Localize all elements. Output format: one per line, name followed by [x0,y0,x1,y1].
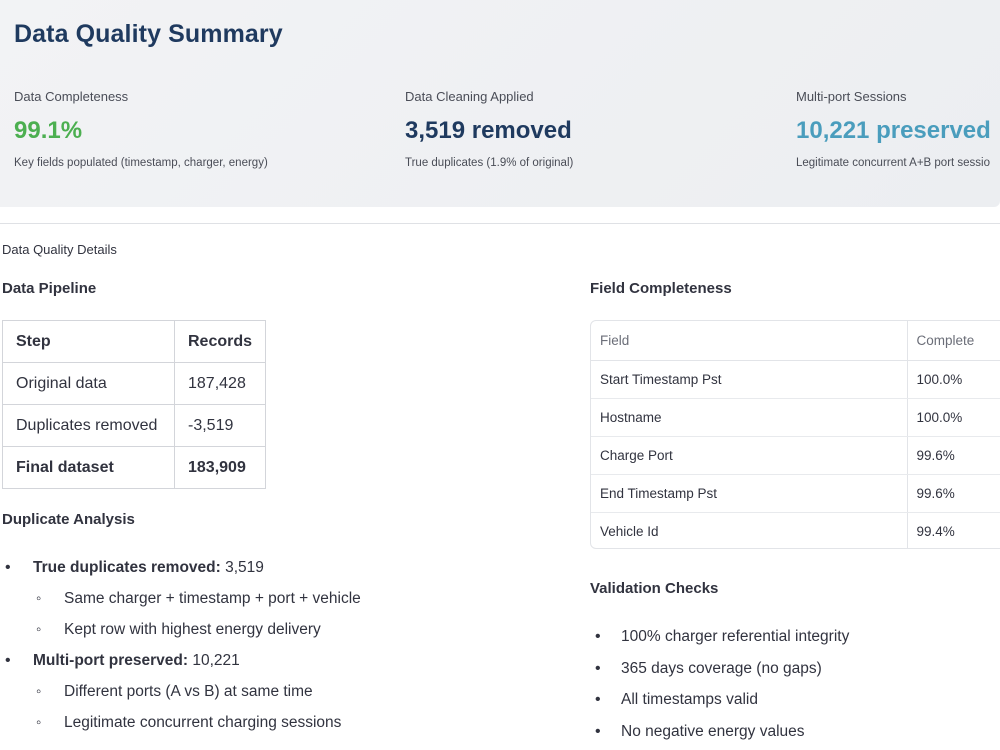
list-item: True duplicates removed: 3,519 [0,556,361,587]
field-completeness-table: Field Complete Start Timestamp Pst 100.0… [591,321,1000,548]
details-expander-label[interactable]: Data Quality Details [2,242,117,257]
table-cell: 183,909 [173,446,267,489]
column-header[interactable]: Complete [907,321,1000,361]
column-header: Step [2,320,175,363]
list-item-label: True duplicates removed: [33,559,221,576]
sub-list-item: Legitimate concurrent charging sessions [0,711,361,742]
metric-note: True duplicates (1.9% of original) [405,157,574,169]
metric-note: Key fields populated (timestamp, charger… [14,157,268,169]
metric-value: 10,221 preserved [796,117,991,144]
table-cell: Original data [2,362,175,405]
data-pipeline-heading: Data Pipeline [2,280,97,297]
data-pipeline-table: Step Records Original data 187,428 Dupli… [2,320,267,489]
table-cell[interactable]: 99.6% [907,474,1000,513]
metric-data-cleaning: Data Cleaning Applied 3,519 removed True… [405,89,573,169]
column-header: Records [173,320,267,363]
duplicate-analysis-heading: Duplicate Analysis [2,511,135,528]
data-quality-summary-panel: Data Quality Summary Data Completeness 9… [0,0,1000,207]
sub-list-item: Kept row with highest energy delivery [0,618,361,649]
list-item: All timestamps valid [590,688,849,720]
duplicate-analysis-list: True duplicates removed: 3,519 Same char… [0,556,361,742]
table-row: Hostname 100.0% [591,398,1000,437]
table-cell[interactable]: 99.4% [916,523,955,539]
list-item: 100% charger referential integrity [590,625,849,657]
table-cell[interactable]: Charge Port [591,436,908,475]
validation-checks-heading: Validation Checks [590,580,719,597]
table-cell[interactable]: Start Timestamp Pst [591,360,908,399]
table-cell: Duplicates removed [2,404,175,447]
section-divider [0,223,1000,224]
metric-label: Multi-port Sessions [796,89,907,104]
metric-note: Legitimate concurrent A+B port sessio [796,157,991,169]
list-item-label: Multi-port preserved: [33,652,189,669]
metric-data-completeness: Data Completeness 99.1% Key fields popul… [14,89,268,169]
table-row: Charge Port 99.6% [591,436,1000,475]
list-item: No negative energy values [590,720,849,750]
table-cell: -3,519 [173,404,267,447]
table-row: Vehicle Id 99.4% [591,512,1000,548]
table-cell[interactable]: 100.0% [907,398,1000,437]
table-cell: Final dataset [2,446,175,489]
list-item: 365 days coverage (no gaps) [590,657,849,689]
list-item-value: 10,221 [188,652,240,669]
table-cell[interactable]: Hostname [591,398,908,437]
table-cell[interactable]: Vehicle Id [591,512,908,548]
metric-value: 3,519 removed [405,117,572,144]
validation-checks-list: 100% charger referential integrity 365 d… [590,625,849,750]
table-header-row: Field Complete [591,321,1000,361]
table-row: Original data 187,428 [2,362,267,405]
table-cell: 187,428 [173,362,267,405]
sub-list-item: Different ports (A vs B) at same time [0,680,361,711]
table-cell[interactable]: 100.0% [907,360,1000,399]
metric-label: Data Cleaning Applied [405,89,534,104]
metric-value: 99.1% [14,117,83,144]
metric-multiport-sessions: Multi-port Sessions 10,221 preserved Leg… [796,89,991,169]
sub-list-item: Same charger + timestamp + port + vehicl… [0,587,361,618]
field-completeness-heading: Field Completeness [590,280,732,297]
table-header-row: Step Records [2,320,267,363]
table-cell[interactable]: 99.6% [907,436,1000,475]
table-row: Start Timestamp Pst 100.0% [591,360,1000,399]
table-cell[interactable]: End Timestamp Pst [591,474,908,513]
summary-title: Data Quality Summary [14,20,283,48]
metric-label: Data Completeness [14,89,129,104]
table-row: Final dataset 183,909 [2,446,267,489]
table-row: Duplicates removed -3,519 [2,404,267,447]
list-item: Multi-port preserved: 10,221 [0,649,361,680]
table-row: End Timestamp Pst 99.6% [591,474,1000,513]
field-completeness-dataframe[interactable]: Field Complete Start Timestamp Pst 100.0… [590,320,1000,549]
list-item-value: 3,519 [220,559,264,576]
column-header[interactable]: Field [591,321,908,361]
